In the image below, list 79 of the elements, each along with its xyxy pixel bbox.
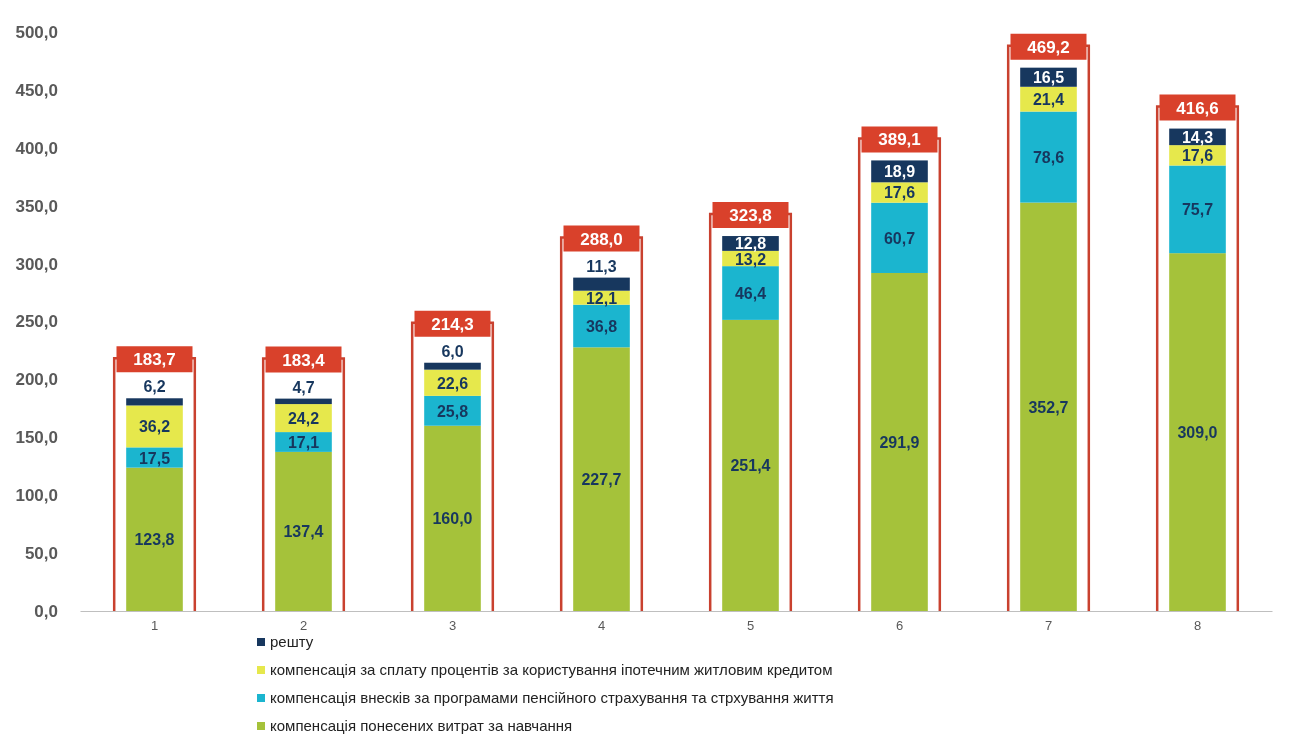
data-label: 36,2 bbox=[138, 418, 171, 436]
y-tick-label: 150,0 bbox=[15, 428, 58, 448]
data-label: 12,8 bbox=[734, 235, 767, 253]
legend-label: компенсація за сплату процентів за користування іпотечним житловим кредитом bbox=[270, 661, 833, 678]
bar bbox=[275, 451, 332, 611]
bar bbox=[424, 362, 481, 370]
bar bbox=[275, 398, 332, 405]
y-tick-label: 450,0 bbox=[15, 80, 58, 100]
data-label: 17,6 bbox=[1181, 147, 1214, 165]
bar bbox=[1020, 111, 1077, 203]
data-label: 36,8 bbox=[585, 318, 618, 336]
bar bbox=[722, 319, 779, 611]
x-tick-label: 7 bbox=[1044, 618, 1053, 634]
y-tick-label: 200,0 bbox=[15, 370, 58, 390]
y-tick-label: 350,0 bbox=[15, 196, 58, 216]
x-tick-label: 6 bbox=[895, 618, 904, 634]
legend-label: решту bbox=[270, 633, 314, 650]
data-label: 18,9 bbox=[883, 163, 916, 181]
data-label: 25,8 bbox=[436, 402, 469, 420]
data-label: 17,5 bbox=[138, 449, 171, 467]
y-tick-label: 0,0 bbox=[34, 601, 58, 621]
data-label: 4,7 bbox=[292, 378, 315, 396]
total-label: 323,8 bbox=[729, 206, 772, 226]
bar bbox=[871, 272, 928, 611]
total-label: 469,2 bbox=[1027, 37, 1070, 57]
bar bbox=[1169, 165, 1226, 254]
x-tick-label: 5 bbox=[746, 618, 755, 634]
bar bbox=[871, 202, 928, 273]
data-label: 12,1 bbox=[585, 289, 618, 307]
data-label: 46,4 bbox=[734, 285, 767, 303]
data-label: 16,5 bbox=[1032, 69, 1065, 87]
data-label: 14,3 bbox=[1181, 128, 1214, 146]
y-tick-label: 400,0 bbox=[15, 138, 58, 158]
data-label: 75,7 bbox=[1181, 201, 1214, 219]
legend-label: компенсація внесків за програмами пенсійного страхування та стрхування життя bbox=[270, 689, 834, 706]
data-label: 251,4 bbox=[730, 457, 771, 475]
x-tick-label: 4 bbox=[597, 618, 606, 634]
bar bbox=[126, 467, 183, 611]
total-label: 416,6 bbox=[1176, 98, 1219, 118]
bar bbox=[126, 405, 183, 448]
data-label: 24,2 bbox=[287, 410, 320, 428]
x-tick-label: 3 bbox=[448, 618, 457, 634]
x-tick-label: 1 bbox=[150, 618, 159, 634]
total-label: 183,4 bbox=[282, 350, 326, 370]
y-tick-label: 500,0 bbox=[15, 22, 58, 42]
y-tick-label: 50,0 bbox=[24, 544, 58, 564]
data-label: 6,2 bbox=[143, 378, 166, 396]
data-label: 352,7 bbox=[1028, 398, 1069, 416]
total-label: 389,1 bbox=[878, 130, 921, 150]
bar bbox=[424, 425, 481, 611]
data-label: 11,3 bbox=[586, 257, 617, 275]
bar bbox=[1020, 202, 1077, 611]
data-label: 137,4 bbox=[283, 523, 324, 541]
bar bbox=[573, 347, 630, 611]
bar bbox=[1169, 253, 1226, 611]
data-label: 60,7 bbox=[883, 229, 916, 247]
data-label: 291,9 bbox=[879, 433, 920, 451]
total-label: 288,0 bbox=[580, 229, 623, 249]
y-tick-label: 250,0 bbox=[15, 312, 58, 332]
data-label: 78,6 bbox=[1032, 149, 1065, 167]
data-label: 227,7 bbox=[581, 471, 622, 489]
x-tick-label: 8 bbox=[1193, 618, 1202, 634]
y-tick-label: 100,0 bbox=[15, 486, 58, 506]
bar bbox=[126, 398, 183, 406]
data-label: 309,0 bbox=[1177, 424, 1218, 442]
y-tick-label: 300,0 bbox=[15, 254, 58, 274]
total-label: 183,7 bbox=[133, 350, 176, 370]
legend-label: компенсація понесених витрат за навчання bbox=[270, 717, 573, 734]
data-label: 17,6 bbox=[883, 184, 916, 202]
data-label: 17,1 bbox=[287, 433, 320, 451]
total-label: 214,3 bbox=[431, 314, 474, 334]
bar bbox=[722, 266, 779, 320]
x-tick-label: 2 bbox=[299, 618, 308, 634]
data-label: 123,8 bbox=[134, 531, 175, 549]
data-label: 160,0 bbox=[432, 510, 473, 528]
data-label: 22,6 bbox=[436, 374, 469, 392]
data-label: 21,4 bbox=[1032, 91, 1065, 109]
bar bbox=[573, 277, 630, 291]
data-label: 6,0 bbox=[441, 342, 464, 360]
